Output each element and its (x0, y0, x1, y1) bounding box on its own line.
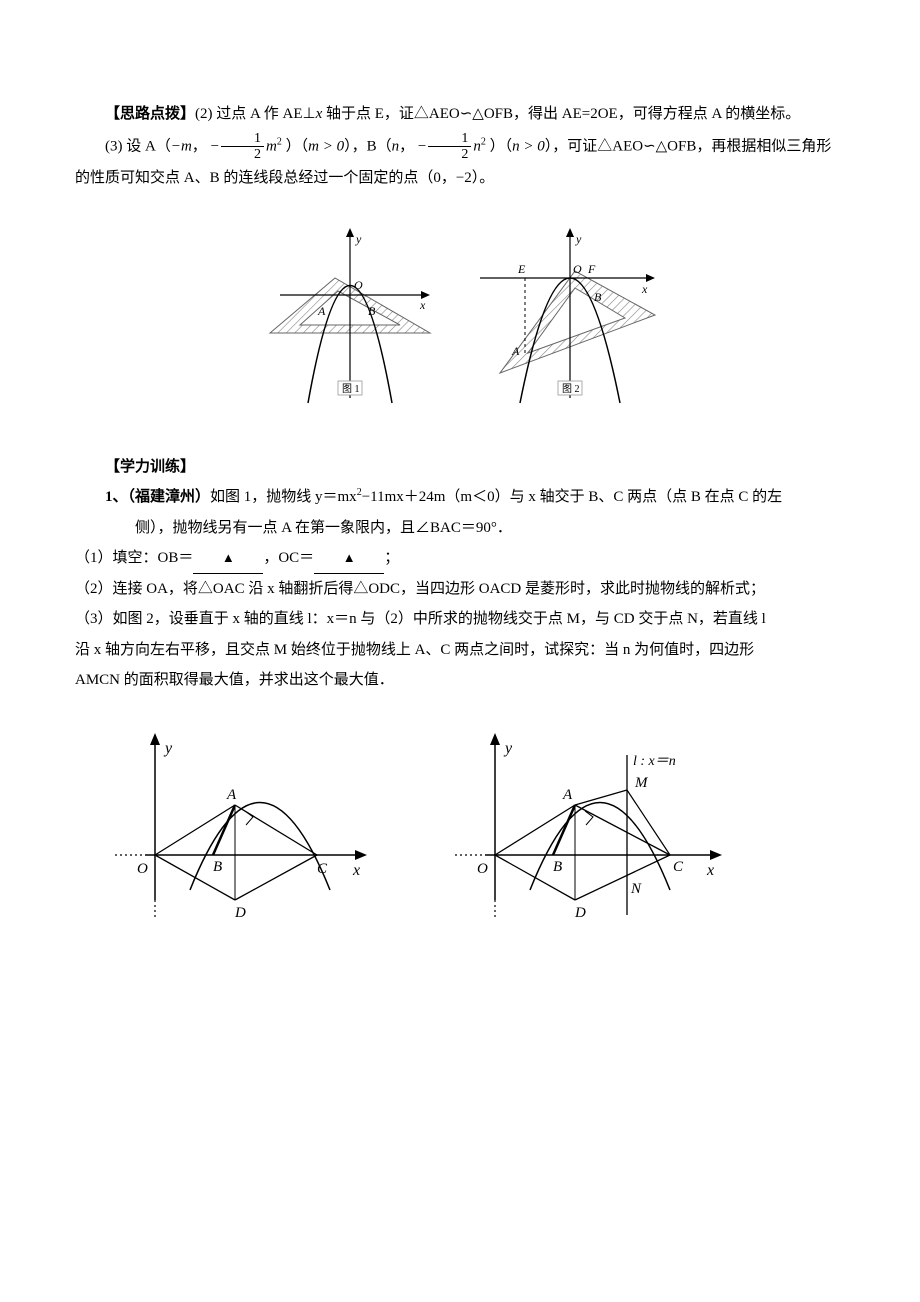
svg-text:O: O (573, 262, 582, 276)
svg-text:D: D (574, 905, 586, 921)
svg-text:O: O (354, 278, 363, 292)
svg-text:x: x (641, 282, 648, 296)
svg-text:x: x (419, 298, 426, 312)
hint-p3-a: (3) 设 A（ (105, 138, 171, 154)
sub3-l1: （3）如图 2，设垂直于 x 轴的直线 l：x＝n 与（2）中所求的抛物线交于点… (75, 611, 766, 627)
q1-t1: 如图 1，抛物线 y＝mx (210, 489, 357, 505)
hint-p3-l2: 的性质可知交点 A、B 的连线段总经过一个固定的点（0，−2）。 (75, 170, 494, 186)
hint-n-sq: 2 (481, 136, 486, 147)
svg-text:F: F (587, 262, 596, 276)
svg-text:y: y (355, 232, 362, 246)
sub1-c: ； (384, 550, 399, 566)
svg-text:图 2: 图 2 (562, 383, 580, 395)
svg-text:A: A (317, 304, 326, 318)
figure-1: y x O A B 图 1 (260, 223, 440, 413)
hint-p3-e: ），可证△AEO∽△OFB，再根据相似三角形 (545, 138, 832, 154)
hint-m-sq: 2 (277, 136, 282, 147)
blank-OC: ▲ (314, 544, 384, 573)
svg-text:B: B (213, 859, 222, 875)
sub1-a: （1）填空：OB＝ (75, 550, 193, 566)
svg-text:B: B (368, 304, 376, 318)
hint-n2: n (473, 138, 481, 154)
figure-row-2: y x O A B C D y x O A B C (95, 725, 845, 925)
sub3-l3: AMCN 的面积取得最大值，并求出这个最大值． (75, 672, 394, 688)
practice-title: 【学力训练】 (105, 459, 195, 475)
figure-row-1: y x O A B 图 1 y x E O F A B 图 2 (75, 223, 845, 413)
frac-1-2-b: 12 (428, 131, 471, 163)
sub1-b: ，OC＝ (263, 550, 314, 566)
figure-2: y x E O F A B 图 2 (470, 223, 660, 413)
svg-text:A: A (226, 787, 237, 803)
svg-text:O: O (477, 861, 488, 877)
hint-n: n (392, 138, 400, 154)
q1-t2: −11mx＋24m（m＜0）与 x 轴交于 B、C 两点（点 B 在点 C 的左 (362, 489, 782, 505)
hint-p3-d: ）（ (490, 138, 513, 154)
svg-text:l : x＝n: l : x＝n (633, 754, 676, 769)
hint-p2-a: (2) 过点 A 作 AE⊥ (195, 106, 316, 122)
q1-line2: 侧），抛物线另有一点 A 在第一象限内，且∠BAC＝90°． (135, 520, 512, 536)
svg-text:M: M (634, 775, 649, 791)
svg-text:D: D (234, 905, 246, 921)
hint-p3-b: ）（ (286, 138, 309, 154)
svg-text:B: B (553, 859, 562, 875)
svg-text:y: y (503, 740, 513, 757)
figure-3: y x O A B C D (95, 725, 375, 925)
sub2: （2）连接 OA，将△OAC 沿 x 轴翻折后得△ODC，当四边形 OACD 是… (75, 581, 765, 597)
figure-4: y x O A B C D M N l : x＝n (435, 725, 735, 925)
svg-text:N: N (630, 881, 642, 897)
svg-text:A: A (511, 344, 520, 358)
svg-text:y: y (163, 740, 173, 757)
frac-1-2-a: 12 (221, 131, 264, 163)
svg-text:y: y (575, 232, 582, 246)
svg-text:E: E (517, 262, 526, 276)
svg-text:图 1: 图 1 (342, 383, 360, 395)
hint-m: m (266, 138, 277, 154)
svg-text:C: C (673, 859, 684, 875)
svg-text:x: x (706, 862, 714, 879)
hint-comma2: ， (399, 138, 414, 154)
svg-text:A: A (562, 787, 573, 803)
svg-text:O: O (137, 861, 148, 877)
hint-title: 【思路点拨】 (105, 106, 195, 122)
blank-OB: ▲ (193, 544, 263, 573)
hint-p2-b: 轴于点 E，证△AEO∽△OFB，得出 AE=2OE，可得方程点 A 的横坐标。 (322, 106, 800, 122)
svg-text:B: B (594, 290, 602, 304)
hint-cond-n: n > 0 (512, 138, 545, 154)
hint-p3-c: ），B（ (344, 138, 392, 154)
hint-neg-m: −m (171, 138, 192, 154)
hint-cond-m: m > 0 (308, 138, 344, 154)
svg-text:C: C (317, 861, 328, 877)
hint-comma1: ， (192, 138, 207, 154)
sub3-l2: 沿 x 轴方向左右平移，且交点 M 始终位于抛物线上 A、C 两点之间时，试探究… (75, 642, 754, 658)
svg-text:x: x (352, 862, 360, 879)
q1-src: 1、（福建漳州） (105, 489, 210, 505)
